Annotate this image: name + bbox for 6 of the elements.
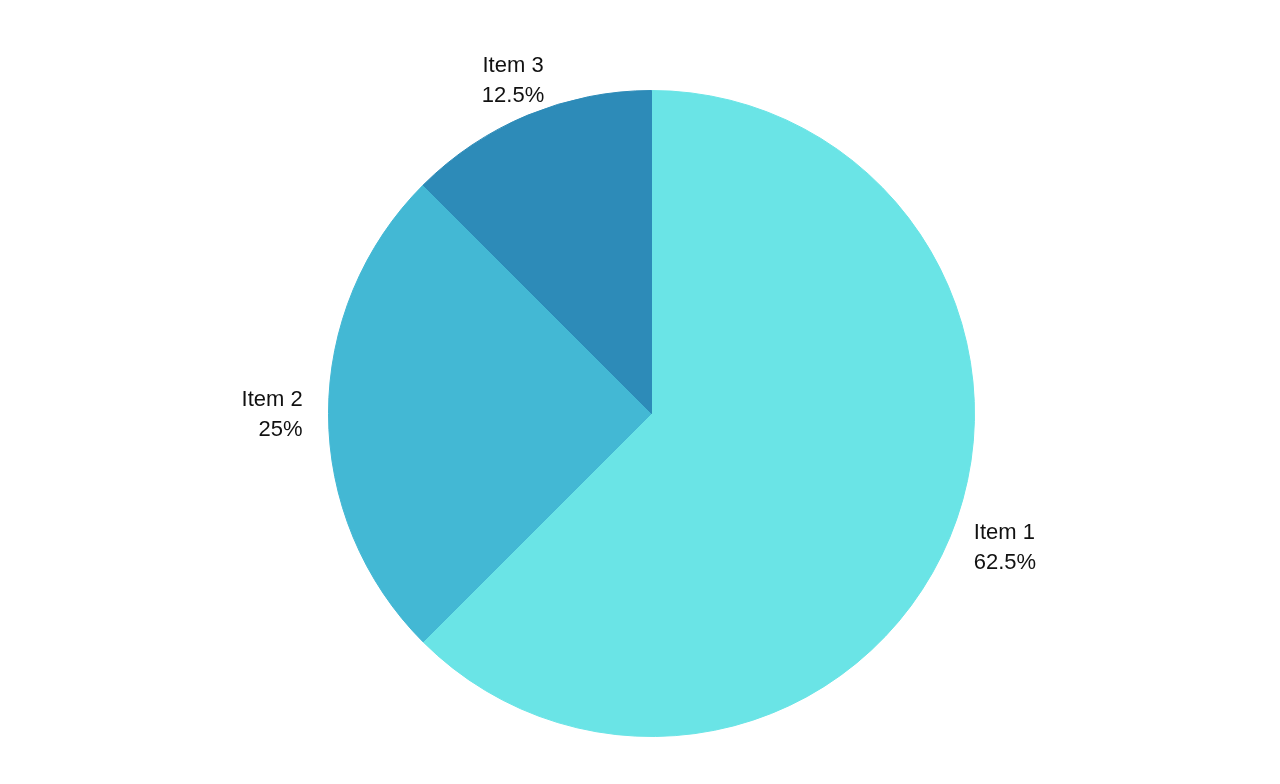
slice-label: Item 3: [482, 51, 544, 77]
slice-label: Item 2: [241, 386, 303, 411]
data-label: 62.5%: [973, 549, 1037, 575]
data-label: 25%: [258, 416, 303, 441]
data-label: 12.5%: [481, 81, 545, 107]
slice-label: Item 1: [973, 519, 1035, 545]
